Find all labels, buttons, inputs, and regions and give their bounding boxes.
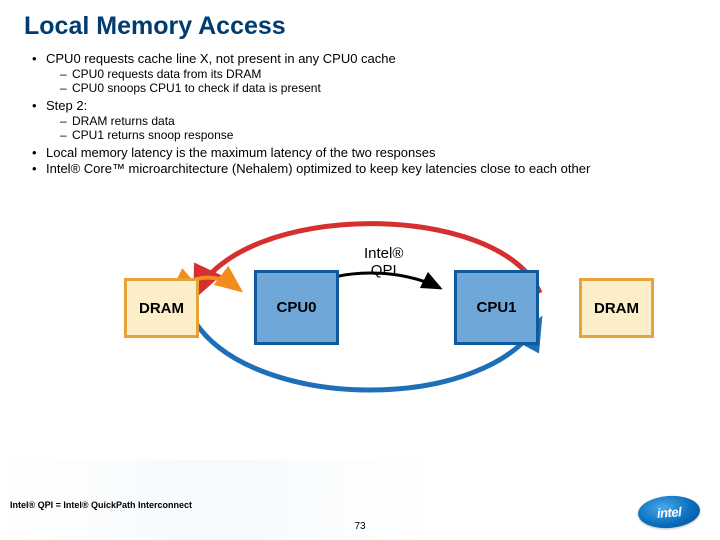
qpi-label-line2: QPI [371, 262, 397, 279]
bullet-1-sub-2: CPU0 snoops CPU1 to check if data is pre… [60, 81, 696, 95]
footnote-text: Intel® QPI = Intel® QuickPath Interconne… [10, 500, 192, 510]
bullet-list: CPU0 requests cache line X, not present … [24, 51, 696, 176]
bullet-1: CPU0 requests cache line X, not present … [32, 51, 696, 66]
intel-logo: intel [638, 496, 706, 532]
slide-title: Local Memory Access [24, 12, 696, 41]
intel-logo-text: intel [656, 504, 681, 521]
cpu0-box: CPU0 [254, 270, 339, 345]
bullet-2-sub-1: DRAM returns data [60, 114, 696, 128]
dram-right-box: DRAM [579, 278, 654, 338]
dram-left-box: DRAM [124, 278, 199, 338]
bullet-2-sub-2: CPU1 returns snoop response [60, 128, 696, 142]
bullet-4: Intel® Core™ microarchitecture (Nehalem)… [32, 161, 696, 176]
cpu1-box: CPU1 [454, 270, 539, 345]
bullet-3: Local memory latency is the maximum late… [32, 145, 696, 160]
architecture-diagram: DRAM CPU0 CPU1 DRAM Intel® QPI [24, 188, 696, 408]
page-number: 73 [354, 521, 365, 532]
qpi-label: Intel® QPI [364, 246, 403, 279]
bullet-1-sub-1: CPU0 requests data from its DRAM [60, 67, 696, 81]
qpi-label-line1: Intel® [364, 245, 403, 262]
bullet-2: Step 2: [32, 98, 696, 113]
